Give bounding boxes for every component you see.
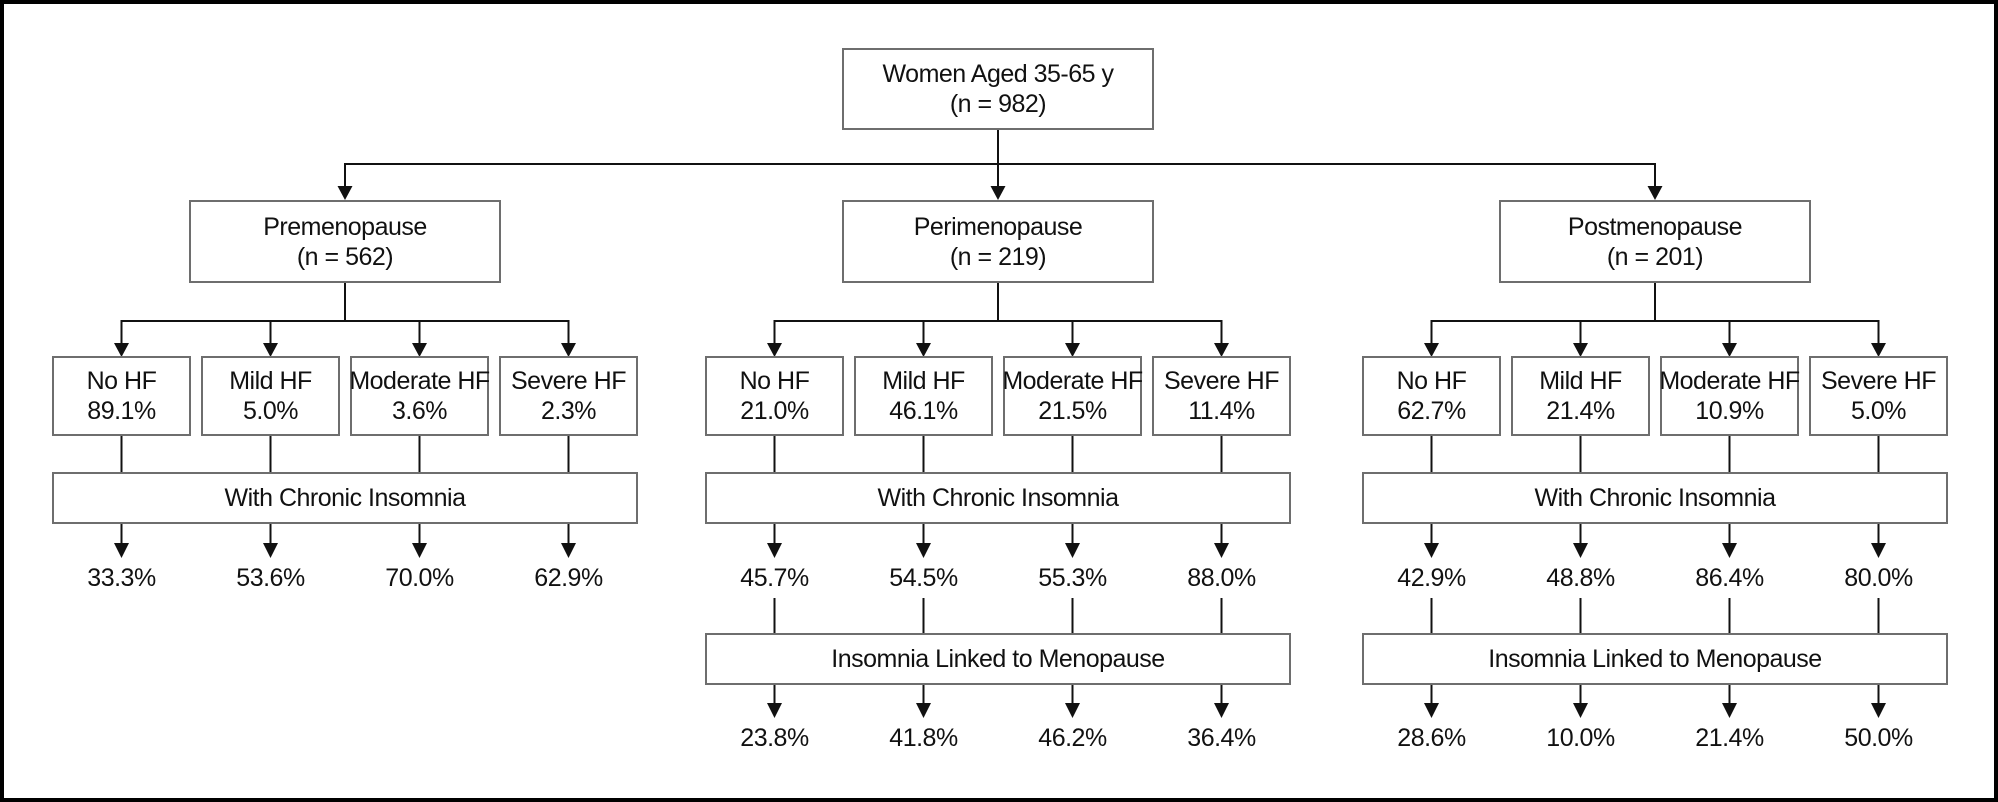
linked-menopause-bar-label: Insomnia Linked to Menopause	[831, 644, 1165, 673]
linked-insomnia-pct: 23.8%	[740, 724, 809, 752]
hf-label: No HF	[1396, 367, 1467, 395]
group-connector-lines	[1424, 283, 1886, 718]
premenopause-title-box: Premenopause (n = 562)	[189, 200, 501, 283]
linked-insomnia-pct: 46.2%	[1038, 724, 1107, 752]
hf-pct: 21.0%	[740, 397, 809, 425]
chronic-insomnia-bar: With Chronic Insomnia	[1362, 472, 1948, 524]
hf-label: Moderate HF	[349, 367, 490, 395]
hf-pct: 46.1%	[889, 397, 958, 425]
group-n: (n = 219)	[949, 242, 1047, 271]
hf-label: No HF	[86, 367, 157, 395]
group-perimenopause: Perimenopause (n = 219) No HF 21.0% Mild…	[705, 200, 1291, 770]
chronic-insomnia-pct: 86.4%	[1695, 564, 1764, 592]
hf-label: No HF	[739, 367, 810, 395]
chronic-insomnia-pct: 62.9%	[534, 564, 603, 592]
hf-label: Mild HF	[1539, 367, 1622, 395]
hf-label: Severe HF	[511, 367, 626, 395]
hf-box-no: No HF 89.1%	[52, 356, 191, 436]
hf-pct: 10.9%	[1695, 397, 1764, 425]
chronic-insomnia-pct: 88.0%	[1187, 564, 1256, 592]
group-connector-lines	[767, 283, 1229, 718]
chronic-insomnia-bar-label: With Chronic Insomnia	[224, 483, 466, 512]
chronic-insomnia-pct: 70.0%	[385, 564, 454, 592]
hf-pct: 3.6%	[392, 397, 447, 425]
hf-box-mild: Mild HF 21.4%	[1511, 356, 1650, 436]
hf-box-moderate: Moderate HF 10.9%	[1659, 356, 1800, 436]
perimenopause-title-box: Perimenopause (n = 219)	[842, 200, 1154, 283]
hf-pct: 5.0%	[1851, 397, 1906, 425]
hf-label: Severe HF	[1164, 367, 1279, 395]
linked-menopause-bar: Insomnia Linked to Menopause	[705, 633, 1291, 685]
chronic-insomnia-bar: With Chronic Insomnia	[705, 472, 1291, 524]
group-n: (n = 201)	[1606, 242, 1704, 271]
root-box: Women Aged 35-65 y (n = 982)	[842, 48, 1154, 130]
linked-insomnia-pct: 21.4%	[1695, 724, 1764, 752]
chronic-insomnia-pct: 45.7%	[740, 564, 809, 592]
hf-label: Moderate HF	[1002, 367, 1143, 395]
root-box-line1: Women Aged 35-65 y	[882, 60, 1114, 88]
linked-insomnia-pct: 50.0%	[1844, 724, 1913, 752]
linked-insomnia-pct: 28.6%	[1397, 724, 1466, 752]
hf-label: Severe HF	[1821, 367, 1936, 395]
root-box-n: (n = 982)	[949, 90, 1047, 118]
group-postmenopause: Postmenopause (n = 201) No HF 62.7% Mild…	[1362, 200, 1948, 770]
linked-insomnia-pct: 36.4%	[1187, 724, 1256, 752]
chronic-insomnia-pct: 54.5%	[889, 564, 958, 592]
hf-label: Mild HF	[882, 367, 965, 395]
linked-insomnia-pct: 10.0%	[1546, 724, 1615, 752]
hf-box-no: No HF 21.0%	[705, 356, 844, 436]
linked-menopause-bar-label: Insomnia Linked to Menopause	[1488, 644, 1822, 673]
hf-box-mild: Mild HF 5.0%	[201, 356, 340, 436]
hf-box-mild: Mild HF 46.1%	[854, 356, 993, 436]
hf-pct: 2.3%	[541, 397, 596, 425]
group-connector-lines	[114, 283, 576, 558]
hf-box-no: No HF 62.7%	[1362, 356, 1501, 436]
group-name: Premenopause	[263, 212, 427, 241]
hf-pct: 89.1%	[87, 397, 156, 425]
hf-label: Moderate HF	[1659, 367, 1800, 395]
hf-label: Mild HF	[229, 367, 312, 395]
chronic-insomnia-pct: 48.8%	[1546, 564, 1615, 592]
hf-box-moderate: Moderate HF 3.6%	[349, 356, 490, 436]
group-name: Postmenopause	[1567, 212, 1743, 241]
hf-pct: 11.4%	[1188, 397, 1255, 425]
hf-pct: 21.4%	[1546, 397, 1615, 425]
chronic-insomnia-pct: 42.9%	[1397, 564, 1466, 592]
hf-box-severe: Severe HF 5.0%	[1809, 356, 1948, 436]
postmenopause-title-box: Postmenopause (n = 201)	[1499, 200, 1811, 283]
chronic-insomnia-pct: 53.6%	[236, 564, 305, 592]
linked-menopause-bar: Insomnia Linked to Menopause	[1362, 633, 1948, 685]
hf-box-severe: Severe HF 11.4%	[1152, 356, 1291, 436]
chronic-insomnia-pct: 80.0%	[1844, 564, 1913, 592]
group-name: Perimenopause	[913, 212, 1083, 241]
chronic-insomnia-pct: 55.3%	[1038, 564, 1107, 592]
group-premenopause: Premenopause (n = 562) No HF 89.1% Mild …	[52, 200, 638, 770]
hf-box-severe: Severe HF 2.3%	[499, 356, 638, 436]
chronic-insomnia-bar-label: With Chronic Insomnia	[1534, 483, 1776, 512]
hf-pct: 21.5%	[1038, 397, 1107, 425]
group-n: (n = 562)	[296, 242, 394, 271]
linked-insomnia-pct: 41.8%	[889, 724, 958, 752]
chronic-insomnia-pct: 33.3%	[87, 564, 156, 592]
chronic-insomnia-bar-label: With Chronic Insomnia	[877, 483, 1119, 512]
hf-box-moderate: Moderate HF 21.5%	[1002, 356, 1143, 436]
chronic-insomnia-bar: With Chronic Insomnia	[52, 472, 638, 524]
hf-pct: 5.0%	[243, 397, 298, 425]
hf-pct: 62.7%	[1397, 397, 1466, 425]
